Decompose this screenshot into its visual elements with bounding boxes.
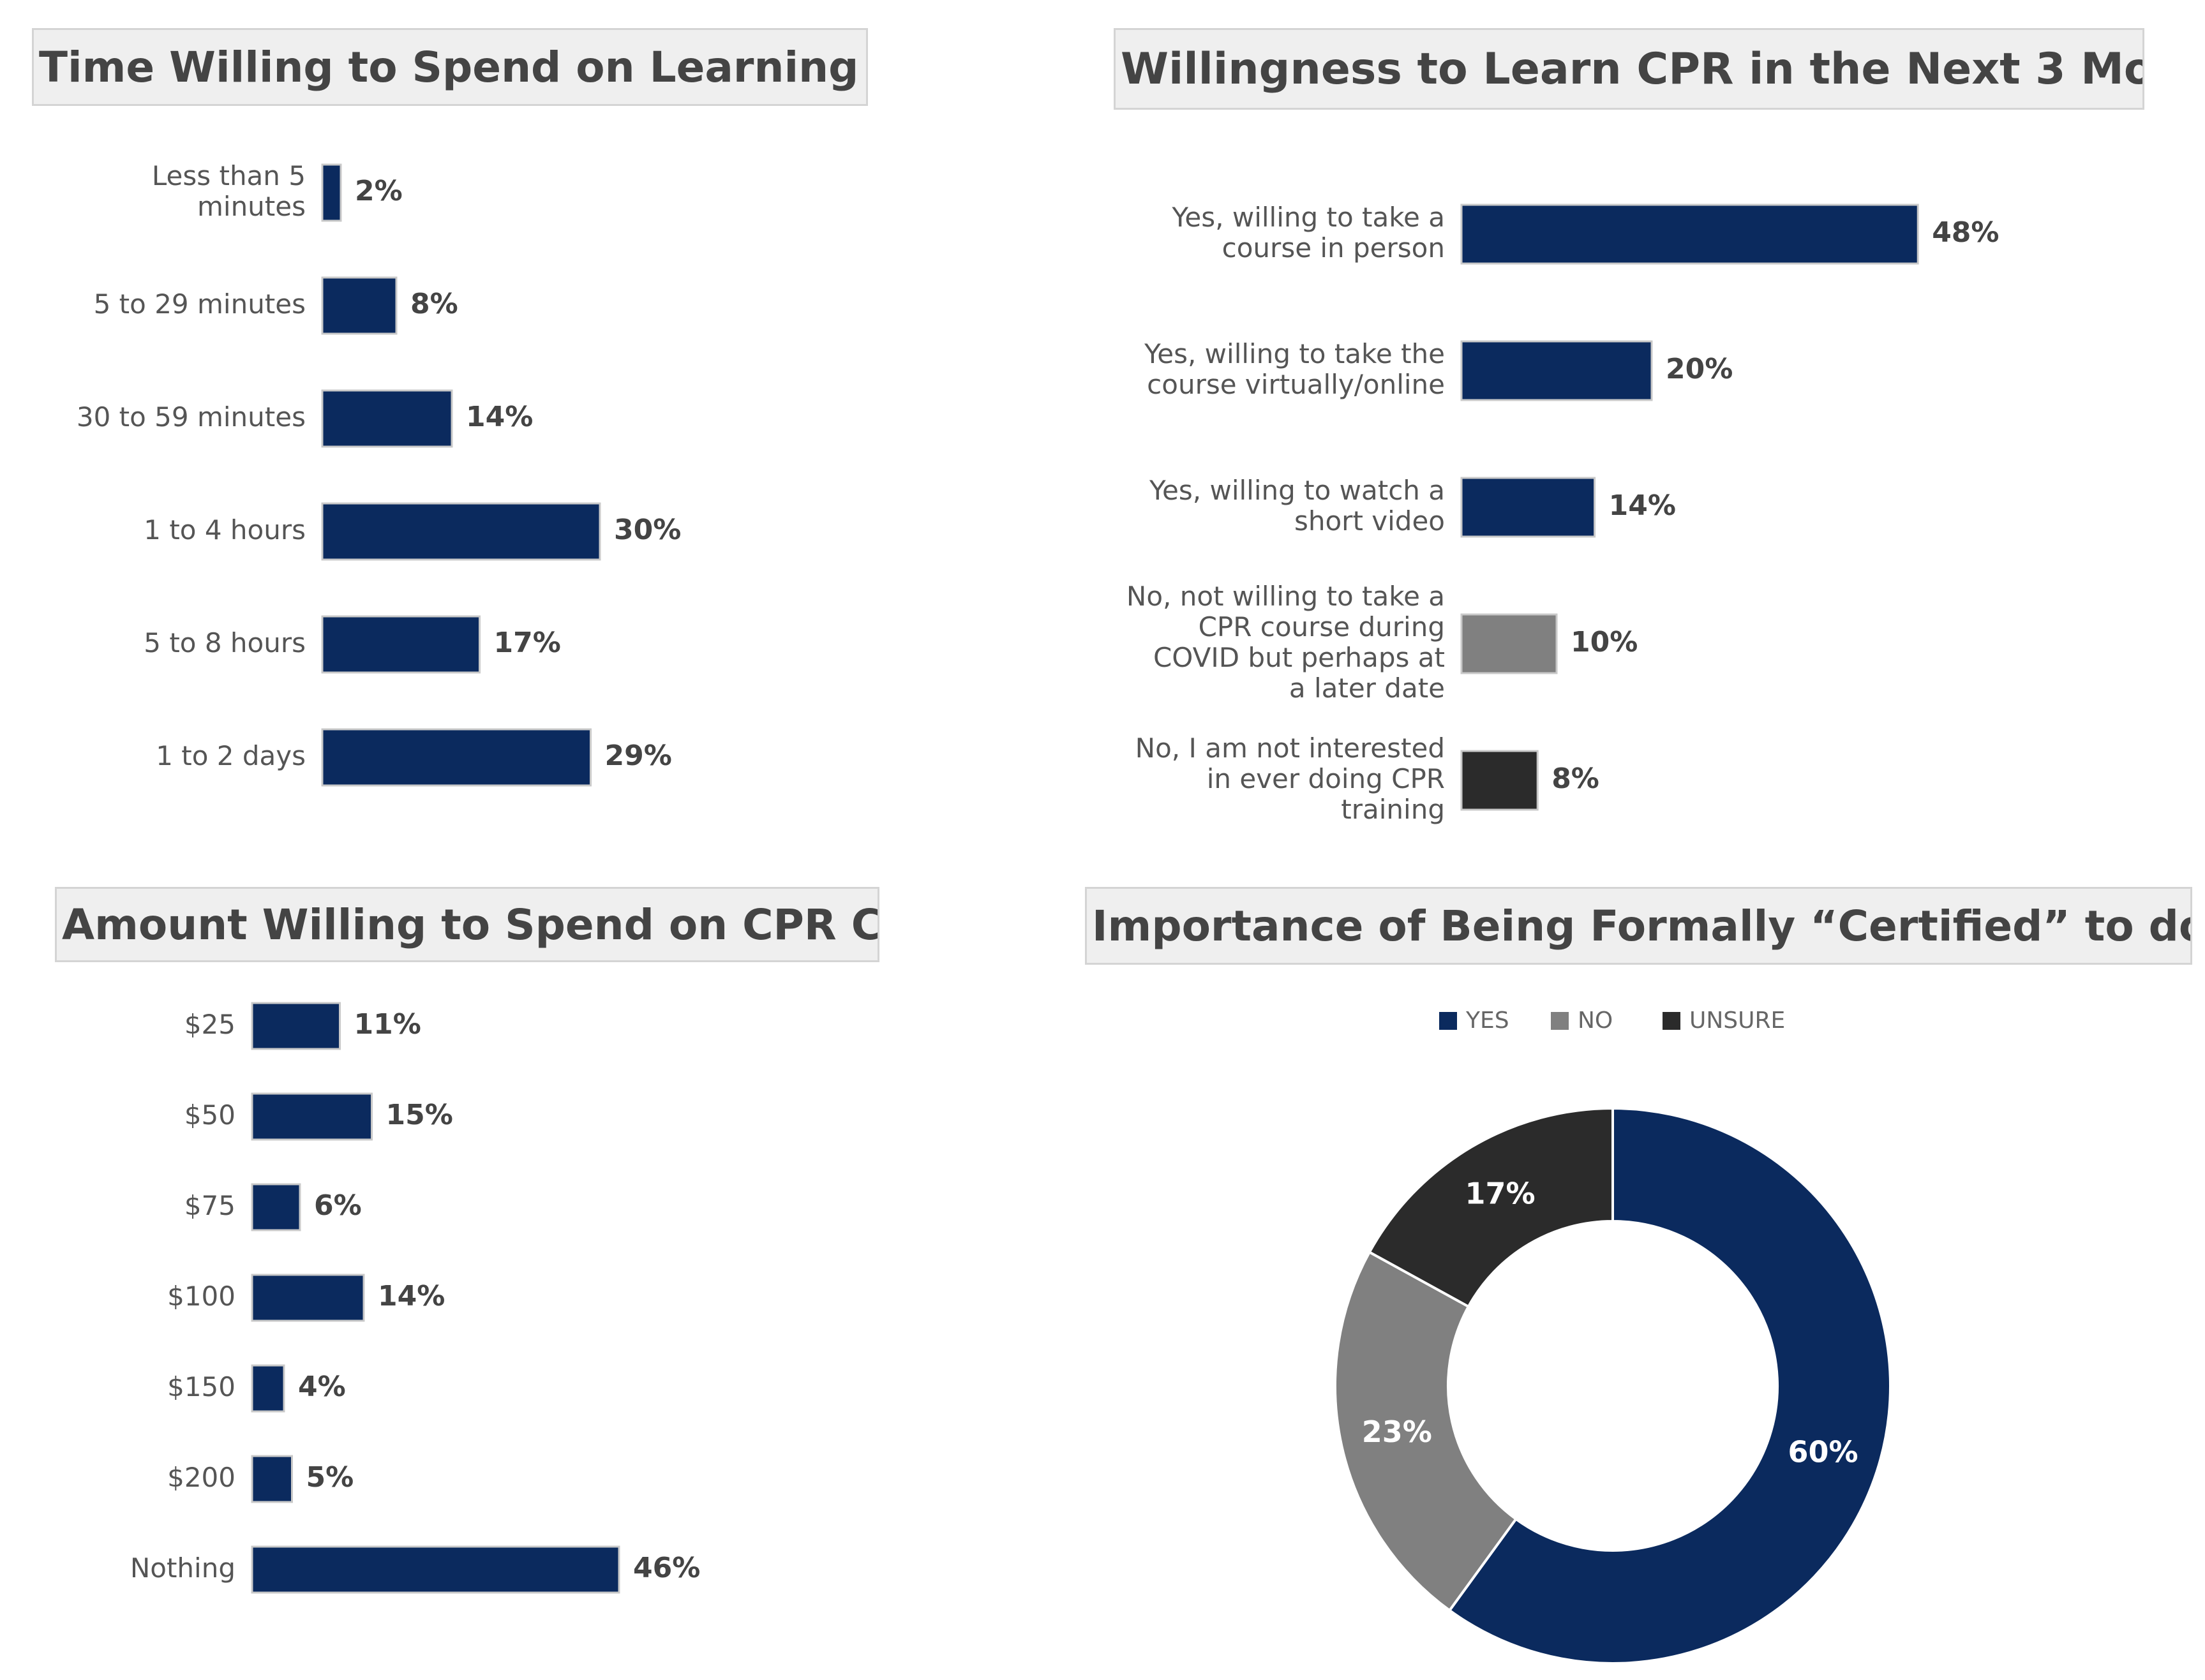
- willing-bar: [1460, 204, 1919, 265]
- willing-chart-title: Willingness to Learn CPR in the Next 3 M…: [1114, 28, 2144, 110]
- time-category-label: 30 to 59 minutes: [77, 401, 306, 433]
- legend-label: NO: [1578, 1007, 1613, 1034]
- time-bar: [321, 502, 601, 561]
- willing-bar-group: Yes, willing to take a course in person 48…: [1171, 202, 1999, 265]
- certified-chart-title: Importance of Being Formally “Certified”…: [1085, 887, 2192, 965]
- willing-bar-group: Yes, willing to take the course virtually…: [1144, 338, 1733, 401]
- amount-chart-title: Amount Willing to Spend on CPR Course: [55, 887, 879, 962]
- amount-bar: [251, 1364, 285, 1413]
- willing-category-label: Yes, willing to take a course in person: [1171, 202, 1445, 264]
- willing-category-label: Yes, willing to watch a short video: [1149, 475, 1445, 537]
- amount-bar: [251, 1545, 620, 1594]
- donut-slice-label: 60%: [1788, 1435, 1858, 1469]
- amount-category-label: $50: [184, 1099, 235, 1131]
- time-bar-group: 1 to 4 hours 30%: [144, 502, 681, 561]
- legend-label: UNSURE: [1689, 1007, 1785, 1034]
- willing-bar: [1460, 477, 1596, 538]
- amount-bar-group: Nothing 46%: [130, 1545, 700, 1594]
- time-category-label: 5 to 8 hours: [144, 627, 306, 658]
- time-bar-group: 5 to 29 minutes 8%: [94, 276, 458, 335]
- time-bar: [321, 276, 398, 335]
- amount-bar: [251, 1002, 341, 1050]
- amount-bar: [251, 1092, 373, 1141]
- time-bar-group: 1 to 2 days 29%: [156, 728, 672, 787]
- time-bar: [321, 728, 592, 787]
- amount-bar: [251, 1274, 365, 1322]
- amount-value-label: 15%: [386, 1099, 453, 1131]
- willing-category-label: No, I am not interested in ever doing CPR…: [1135, 732, 1445, 825]
- amount-category-label: $25: [184, 1009, 235, 1040]
- certified-chart: YES NO UNSURE 60% 23% 17%: [1334, 1007, 1892, 1665]
- willing-category-label: No, not willing to take a CPR course duri…: [1126, 581, 1445, 704]
- legend-swatch: [1439, 1012, 1457, 1030]
- time-value-label: 17%: [494, 627, 561, 659]
- amount-value-label: 4%: [298, 1371, 346, 1403]
- time-value-label: 2%: [355, 175, 403, 207]
- legend-swatch: [1663, 1012, 1680, 1030]
- willing-chart: Yes, willing to take a course in person 48…: [1126, 202, 1999, 825]
- willing-bar-group: Yes, willing to watch a short video 14%: [1149, 475, 1676, 538]
- time-category-label: 5 to 29 minutes: [94, 288, 306, 320]
- amount-bar-group: $75 6%: [184, 1183, 362, 1231]
- amount-chart: $25 11% $50 15% $75 6% $100 14% $150 4% $200 5% Noth…: [130, 1002, 700, 1594]
- donut-slice-label: 23%: [1362, 1415, 1432, 1449]
- time-chart: Less than 5 minutes 2% 5 to 29 minutes 8% 30 …: [77, 160, 681, 787]
- amount-bar-group: $150 4%: [167, 1364, 346, 1413]
- certified-legend: YES NO UNSURE: [1439, 1007, 1785, 1034]
- legend-label: YES: [1465, 1007, 1509, 1034]
- time-value-label: 29%: [605, 740, 672, 772]
- time-bar-group: 30 to 59 minutes 14%: [77, 389, 533, 448]
- willing-value-label: 20%: [1666, 353, 1733, 385]
- amount-value-label: 11%: [354, 1008, 421, 1041]
- amount-bar: [251, 1183, 301, 1231]
- amount-value-label: 5%: [306, 1461, 354, 1494]
- time-category-label: Less than 5 minutes: [152, 160, 306, 222]
- donut-slice: [1334, 1250, 1518, 1612]
- willing-value-label: 8%: [1551, 762, 1599, 795]
- time-value-label: 8%: [410, 288, 458, 320]
- willing-bar: [1460, 750, 1539, 811]
- willing-bar-group: No, I am not interested in ever doing CPR…: [1135, 732, 1599, 825]
- amount-bar-group: $200 5%: [167, 1455, 354, 1503]
- time-category-label: 1 to 4 hours: [144, 514, 306, 546]
- amount-value-label: 14%: [378, 1280, 445, 1312]
- legend-swatch: [1551, 1012, 1569, 1030]
- willing-category-label: Yes, willing to take the course virtually…: [1144, 338, 1445, 400]
- time-chart-title: Time Willing to Spend on Learning CPR: [32, 28, 868, 106]
- legend-item: YES: [1439, 1007, 1509, 1034]
- willing-bar-group: No, not willing to take a CPR course duri…: [1126, 581, 1638, 704]
- amount-category-label: $200: [167, 1462, 235, 1493]
- amount-value-label: 46%: [633, 1552, 700, 1584]
- amount-bar: [251, 1455, 293, 1503]
- amount-category-label: $150: [167, 1371, 235, 1402]
- amount-bar-group: $50 15%: [184, 1092, 453, 1141]
- time-category-label: 1 to 2 days: [156, 740, 306, 771]
- amount-bar-group: $25 11%: [184, 1002, 421, 1050]
- time-bar-group: Less than 5 minutes 2%: [152, 160, 403, 222]
- willing-bar: [1460, 340, 1653, 401]
- time-bar: [321, 389, 453, 448]
- willing-value-label: 48%: [1932, 216, 1999, 249]
- amount-value-label: 6%: [314, 1189, 362, 1222]
- time-value-label: 30%: [614, 514, 681, 546]
- amount-category-label: Nothing: [130, 1552, 235, 1584]
- amount-category-label: $100: [167, 1281, 235, 1312]
- willing-bar: [1460, 613, 1558, 674]
- time-bar-group: 5 to 8 hours 17%: [144, 615, 561, 674]
- amount-bar-group: $100 14%: [167, 1274, 445, 1322]
- amount-category-label: $75: [184, 1190, 235, 1221]
- legend-item: UNSURE: [1663, 1007, 1785, 1034]
- willing-value-label: 14%: [1609, 489, 1676, 522]
- time-bar: [321, 615, 481, 674]
- willing-value-label: 10%: [1571, 626, 1638, 658]
- time-value-label: 14%: [466, 401, 533, 433]
- donut-slice: [1447, 1106, 1892, 1665]
- donut-slice: [1368, 1106, 1614, 1309]
- time-bar: [321, 163, 342, 222]
- legend-item: NO: [1551, 1007, 1613, 1034]
- donut-slice-label: 17%: [1465, 1176, 1536, 1210]
